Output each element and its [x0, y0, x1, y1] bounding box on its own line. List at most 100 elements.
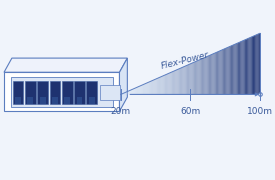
Polygon shape: [119, 58, 127, 111]
Polygon shape: [172, 71, 173, 94]
Polygon shape: [190, 63, 191, 94]
Polygon shape: [135, 88, 136, 95]
Polygon shape: [216, 52, 217, 94]
Polygon shape: [217, 52, 218, 94]
Polygon shape: [166, 74, 167, 94]
Polygon shape: [200, 59, 201, 94]
Polygon shape: [147, 82, 148, 94]
Polygon shape: [247, 38, 248, 94]
Polygon shape: [246, 39, 247, 95]
Polygon shape: [141, 85, 142, 94]
Polygon shape: [170, 72, 172, 94]
Polygon shape: [4, 58, 127, 72]
Polygon shape: [209, 55, 210, 94]
Polygon shape: [218, 51, 219, 94]
Bar: [40, 97, 46, 104]
Polygon shape: [230, 46, 231, 94]
Polygon shape: [160, 77, 161, 94]
Polygon shape: [252, 36, 253, 94]
Polygon shape: [189, 64, 190, 94]
Polygon shape: [231, 46, 232, 94]
Polygon shape: [161, 76, 163, 94]
Polygon shape: [195, 61, 196, 94]
Polygon shape: [132, 89, 134, 94]
Polygon shape: [244, 40, 245, 94]
Polygon shape: [167, 74, 168, 94]
Polygon shape: [182, 67, 183, 94]
Bar: [37, 81, 48, 104]
Polygon shape: [152, 80, 153, 94]
Polygon shape: [240, 41, 241, 94]
Polygon shape: [205, 57, 207, 94]
Bar: [4, 72, 119, 111]
Polygon shape: [188, 64, 189, 94]
Polygon shape: [234, 44, 235, 94]
Polygon shape: [199, 60, 200, 94]
Polygon shape: [221, 50, 222, 94]
Polygon shape: [151, 81, 152, 94]
Polygon shape: [129, 90, 130, 94]
Polygon shape: [136, 87, 137, 94]
Polygon shape: [156, 79, 157, 94]
Bar: [25, 81, 36, 104]
Polygon shape: [210, 55, 211, 94]
Polygon shape: [159, 77, 160, 94]
Polygon shape: [222, 50, 223, 94]
Polygon shape: [123, 93, 124, 94]
Polygon shape: [168, 73, 169, 94]
Polygon shape: [255, 35, 256, 94]
Polygon shape: [143, 84, 144, 95]
Polygon shape: [233, 44, 234, 94]
Bar: [15, 97, 21, 104]
Polygon shape: [191, 63, 193, 94]
Polygon shape: [215, 53, 216, 94]
Polygon shape: [212, 54, 213, 94]
Bar: [76, 97, 82, 104]
Polygon shape: [174, 71, 175, 94]
Polygon shape: [186, 65, 187, 95]
Polygon shape: [245, 39, 246, 95]
Polygon shape: [202, 58, 203, 94]
Polygon shape: [148, 82, 150, 94]
Polygon shape: [227, 47, 229, 94]
Polygon shape: [164, 75, 165, 95]
Polygon shape: [249, 37, 251, 94]
Polygon shape: [122, 93, 123, 94]
Polygon shape: [121, 94, 122, 95]
Polygon shape: [138, 86, 139, 94]
Polygon shape: [146, 83, 147, 94]
Polygon shape: [128, 91, 129, 95]
Text: 60m: 60m: [180, 107, 200, 116]
Polygon shape: [126, 91, 128, 94]
Polygon shape: [196, 61, 197, 94]
Polygon shape: [163, 76, 164, 94]
Polygon shape: [237, 43, 238, 94]
Bar: [100, 85, 120, 100]
Polygon shape: [181, 68, 182, 94]
Polygon shape: [125, 92, 126, 94]
Polygon shape: [213, 53, 215, 94]
Polygon shape: [158, 78, 159, 94]
Polygon shape: [150, 81, 151, 95]
Polygon shape: [179, 68, 180, 94]
Text: 20m: 20m: [111, 107, 131, 116]
Polygon shape: [144, 84, 145, 94]
Polygon shape: [173, 71, 174, 94]
Polygon shape: [235, 44, 237, 94]
Polygon shape: [241, 41, 243, 94]
Polygon shape: [137, 87, 138, 94]
Polygon shape: [232, 45, 233, 94]
Polygon shape: [201, 59, 202, 94]
Polygon shape: [187, 65, 188, 94]
Bar: [52, 97, 58, 104]
Polygon shape: [256, 34, 258, 94]
Text: Flex-Power: Flex-Power: [160, 50, 210, 71]
Polygon shape: [225, 48, 226, 94]
Polygon shape: [259, 33, 260, 94]
Polygon shape: [177, 69, 178, 94]
Polygon shape: [224, 49, 225, 94]
Bar: [86, 81, 97, 104]
Polygon shape: [208, 56, 209, 94]
Polygon shape: [124, 92, 125, 94]
Polygon shape: [251, 37, 252, 94]
